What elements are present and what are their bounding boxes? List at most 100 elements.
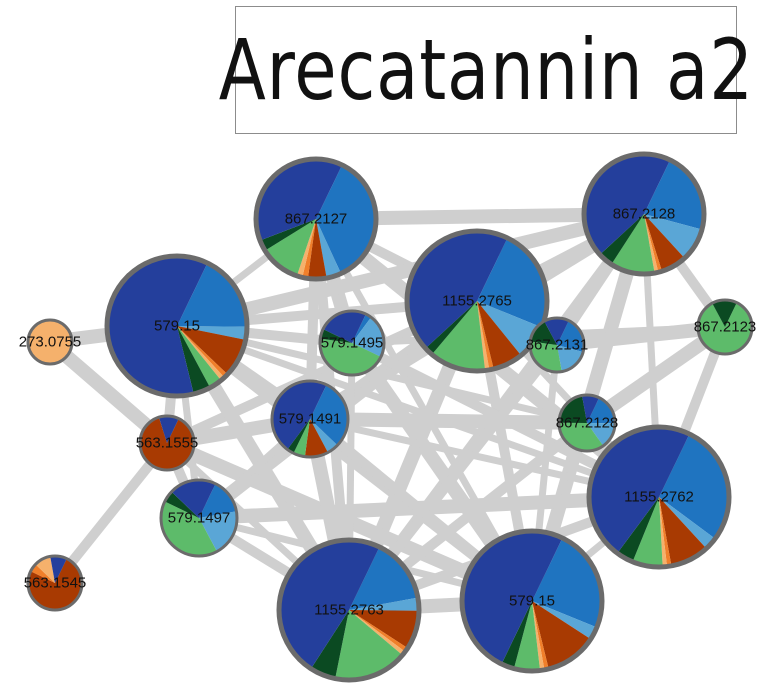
network-title: Arecatannin a2 — [218, 21, 754, 119]
node-n563b[interactable]: 563.1545 — [24, 554, 87, 612]
pie-slice — [177, 326, 225, 381]
pie-slice — [177, 326, 211, 394]
node-border — [581, 151, 707, 277]
network-edge — [198, 490, 660, 525]
node-n867d[interactable]: 867.2123 — [694, 298, 757, 356]
pie-slice — [307, 219, 327, 279]
node-n1155b[interactable]: 1155.2762 — [586, 424, 732, 570]
node-n563a[interactable]: 563.1555 — [136, 414, 199, 472]
node-border — [26, 554, 84, 612]
pie-slice — [50, 555, 67, 583]
node-layer: 867.2127 867.2128 1155.2765 579.15 273.0755 5… — [19, 151, 757, 683]
node-label: 1155.2763 — [314, 602, 384, 619]
node-n867a[interactable]: 867.2127 — [253, 156, 379, 282]
pie-slice — [559, 395, 587, 423]
pie-slice — [477, 301, 522, 369]
pie-slice — [644, 214, 659, 274]
pie-slice — [659, 497, 668, 567]
pie-slice — [513, 601, 541, 671]
pie-slice — [659, 497, 672, 567]
pie-slice — [310, 419, 338, 453]
pie-slice — [349, 546, 418, 610]
pie-slice — [272, 381, 327, 450]
pie-slice — [335, 610, 403, 680]
pie-slice — [199, 483, 237, 518]
node-border — [404, 228, 550, 374]
node-label: 867.2128 — [613, 206, 676, 223]
pie-slice — [712, 300, 737, 327]
pie-slice — [352, 314, 372, 343]
node-n1155c[interactable]: 1155.2763 — [276, 537, 422, 683]
node-label: 579.15 — [509, 593, 555, 610]
network-edge — [175, 207, 646, 333]
node-n579a[interactable]: 579.15 — [104, 253, 250, 399]
pie-slice — [461, 531, 563, 665]
node-border — [253, 156, 379, 282]
node-label: 867.2128 — [556, 415, 619, 432]
pie-slice — [611, 214, 655, 275]
node-n579b[interactable]: 579.15 — [459, 528, 605, 674]
pie-slice — [296, 219, 316, 278]
pie-slice — [177, 326, 228, 378]
pie-slice — [349, 610, 406, 656]
pie-slice — [477, 237, 547, 328]
node-border — [104, 253, 250, 399]
pie-slice — [583, 153, 671, 255]
node-label: 867.2123 — [694, 319, 757, 336]
node-n867c[interactable]: 867.2131 — [526, 316, 589, 374]
pie-slice — [532, 601, 597, 640]
pie-slice — [698, 302, 752, 354]
node-border — [459, 528, 605, 674]
pie-slice — [177, 326, 222, 388]
pie-slice — [259, 219, 316, 251]
pie-slice — [171, 480, 216, 518]
node-border — [586, 424, 732, 570]
pie-slice — [320, 338, 381, 375]
pie-slice — [320, 329, 352, 343]
pie-slice — [644, 214, 702, 259]
pie-slice — [323, 311, 366, 343]
node-border — [318, 309, 386, 377]
pie-slice — [302, 219, 316, 279]
pie-slice — [349, 610, 419, 649]
title-box: Arecatannin a2 — [218, 6, 753, 134]
node-border — [270, 379, 350, 459]
node-n5791495[interactable]: 579.1495 — [318, 309, 386, 377]
pie-slice — [310, 610, 349, 679]
network-edge — [309, 412, 588, 430]
node-label: 563.1555 — [136, 435, 199, 452]
pie-slice — [177, 262, 247, 327]
node-label: 563.1545 — [24, 575, 87, 592]
pie-slice — [177, 326, 247, 340]
pie-slice — [158, 416, 179, 443]
network-edge — [175, 322, 661, 501]
node-n867b[interactable]: 867.2128 — [581, 151, 707, 277]
pie-slice — [316, 164, 377, 274]
node-n1155a[interactable]: 1155.2765 — [404, 228, 550, 374]
pie-slice — [532, 601, 549, 670]
pie-slice — [557, 345, 584, 372]
node-n867e[interactable]: 867.2128 — [556, 393, 619, 453]
pie-slice — [544, 318, 569, 345]
pie-slice — [160, 501, 217, 557]
node-label: 1155.2765 — [442, 293, 512, 310]
pie-slice — [659, 433, 729, 539]
pie-slice — [617, 497, 659, 562]
node-n5791497[interactable]: 579.1497 — [159, 478, 239, 558]
node-border — [557, 393, 617, 453]
pie-slice — [477, 301, 542, 356]
pie-slice — [406, 230, 508, 349]
pie-slice — [30, 564, 55, 583]
pie-slice — [532, 537, 603, 628]
pie-slice — [255, 158, 343, 241]
node-label: 579.1491 — [279, 411, 342, 428]
node-n273[interactable]: 273.0755 — [19, 318, 82, 366]
node-label: 579.1497 — [168, 510, 231, 527]
pie-slice — [587, 397, 615, 424]
network-edge — [51, 439, 171, 587]
pie-slice — [140, 417, 195, 470]
node-n5791491[interactable]: 579.1491 — [270, 379, 350, 459]
node-border — [528, 316, 586, 374]
pie-slice — [27, 558, 82, 610]
